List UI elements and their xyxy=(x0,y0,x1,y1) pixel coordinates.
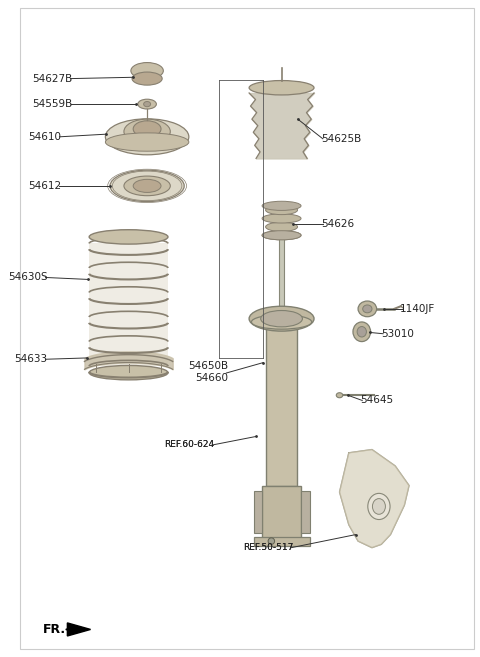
Text: 54645: 54645 xyxy=(360,396,394,405)
Text: 54660: 54660 xyxy=(195,373,228,383)
Ellipse shape xyxy=(358,301,377,317)
Ellipse shape xyxy=(265,222,298,231)
Polygon shape xyxy=(339,449,409,548)
Text: 54650B: 54650B xyxy=(188,361,228,371)
Text: REF.60-624: REF.60-624 xyxy=(164,440,215,449)
Ellipse shape xyxy=(138,99,156,109)
Ellipse shape xyxy=(89,365,168,380)
Bar xyxy=(266,322,297,486)
Ellipse shape xyxy=(106,133,189,151)
Ellipse shape xyxy=(133,121,161,137)
Bar xyxy=(253,491,262,533)
Text: 54630S: 54630S xyxy=(8,273,48,283)
Text: 54633: 54633 xyxy=(14,354,48,364)
Ellipse shape xyxy=(262,231,301,240)
Text: 1140JF: 1140JF xyxy=(400,304,435,314)
Text: REF.50-517: REF.50-517 xyxy=(243,543,293,552)
Ellipse shape xyxy=(336,393,343,397)
Ellipse shape xyxy=(252,315,312,329)
Ellipse shape xyxy=(89,230,168,244)
Bar xyxy=(89,244,168,366)
Text: 53010: 53010 xyxy=(381,328,414,339)
Ellipse shape xyxy=(124,176,170,196)
Ellipse shape xyxy=(110,170,184,202)
Text: 54612: 54612 xyxy=(28,181,61,191)
Text: 54625B: 54625B xyxy=(321,134,361,144)
Ellipse shape xyxy=(106,119,189,155)
Text: 54626: 54626 xyxy=(321,219,354,229)
Text: FR.: FR. xyxy=(43,623,66,636)
Ellipse shape xyxy=(353,322,371,342)
Ellipse shape xyxy=(124,119,170,144)
Ellipse shape xyxy=(249,81,314,95)
Bar xyxy=(301,491,310,533)
Ellipse shape xyxy=(265,206,298,215)
Ellipse shape xyxy=(372,499,385,514)
Ellipse shape xyxy=(131,62,163,79)
Ellipse shape xyxy=(144,101,151,106)
Ellipse shape xyxy=(133,179,161,193)
Text: 54559B: 54559B xyxy=(33,99,73,109)
Text: REF.60-624: REF.60-624 xyxy=(164,440,215,449)
Bar xyxy=(253,537,310,546)
Ellipse shape xyxy=(268,538,275,545)
Ellipse shape xyxy=(132,72,162,85)
Ellipse shape xyxy=(368,493,390,520)
Ellipse shape xyxy=(261,311,302,327)
Text: 54627B: 54627B xyxy=(33,74,73,83)
Ellipse shape xyxy=(262,231,301,240)
Ellipse shape xyxy=(262,214,301,223)
Bar xyxy=(279,238,284,322)
Bar xyxy=(262,486,301,538)
Ellipse shape xyxy=(262,201,301,210)
Ellipse shape xyxy=(363,305,372,313)
Text: 54610: 54610 xyxy=(28,132,61,142)
Ellipse shape xyxy=(357,327,366,337)
Text: REF.50-517: REF.50-517 xyxy=(243,543,293,552)
Ellipse shape xyxy=(249,306,314,331)
Polygon shape xyxy=(67,623,91,636)
